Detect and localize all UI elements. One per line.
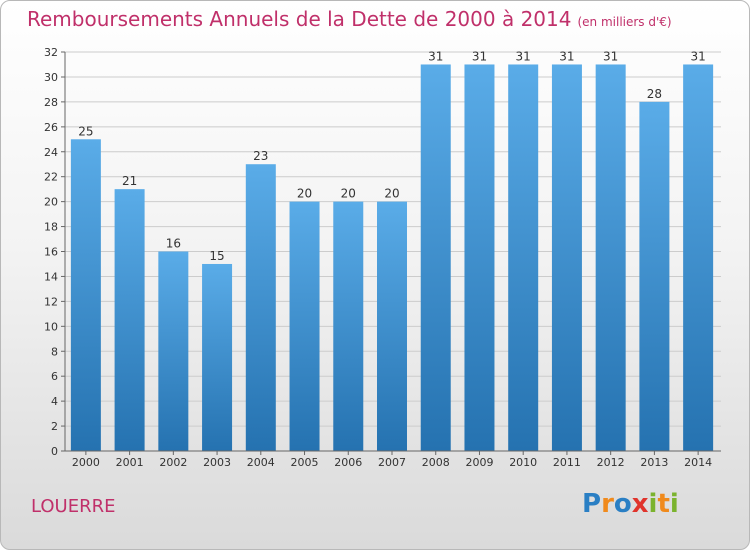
- y-tick-label: 18: [44, 221, 58, 234]
- y-tick-label: 2: [51, 420, 58, 433]
- x-tick-label: 2002: [159, 456, 187, 469]
- bar: [683, 64, 714, 451]
- bar: [158, 251, 189, 451]
- data-label: 31: [428, 49, 443, 63]
- bar: [377, 201, 407, 451]
- x-tick-label: 2004: [247, 456, 275, 469]
- y-tick-label: 32: [44, 46, 58, 59]
- bar: [289, 201, 320, 451]
- y-tick-label: 8: [51, 345, 58, 358]
- x-tick-label: 2009: [465, 456, 493, 469]
- logo-letter: o: [613, 489, 632, 519]
- bar: [464, 64, 495, 451]
- data-label: 25: [78, 124, 93, 138]
- x-tick-label: 2012: [597, 456, 625, 469]
- logo-letter: i: [669, 489, 679, 519]
- data-label: 21: [122, 174, 137, 188]
- chart-title: Remboursements Annuels de la Dette de 20…: [27, 7, 672, 31]
- y-tick-label: 14: [44, 270, 58, 283]
- y-tick-label: 12: [44, 295, 58, 308]
- x-tick-label: 2007: [378, 456, 406, 469]
- x-tick-label: 2003: [203, 456, 231, 469]
- data-label: 31: [690, 49, 705, 63]
- y-tick-label: 10: [44, 320, 58, 333]
- y-tick-label: 24: [44, 146, 58, 159]
- y-tick-label: 20: [44, 196, 58, 209]
- logo-letter: x: [631, 489, 649, 519]
- x-tick-label: 2008: [422, 456, 450, 469]
- x-tick-label: 2001: [116, 456, 144, 469]
- y-tick-label: 6: [51, 370, 58, 383]
- x-tick-label: 2005: [291, 456, 319, 469]
- bar: [202, 263, 233, 451]
- y-tick-label: 28: [44, 96, 58, 109]
- y-tick-label: 0: [51, 445, 58, 458]
- y-tick-label: 30: [44, 71, 58, 84]
- bar: [333, 201, 364, 451]
- bar: [639, 101, 670, 451]
- bar: [595, 64, 626, 451]
- y-tick-label: 16: [44, 246, 58, 259]
- x-tick-label: 2014: [684, 456, 712, 469]
- chart-title-text: Remboursements Annuels de la Dette de 20…: [27, 7, 572, 31]
- data-label: 15: [209, 249, 224, 263]
- logo-letter: t: [657, 489, 670, 519]
- data-label: 31: [603, 49, 618, 63]
- bar: [245, 164, 276, 451]
- x-tick-label: 2011: [553, 456, 581, 469]
- y-tick-label: 26: [44, 121, 58, 134]
- chart-unit: (en milliers d'€): [577, 15, 672, 29]
- data-label: 23: [253, 149, 268, 163]
- data-label: 31: [559, 49, 574, 63]
- bar: [114, 189, 145, 451]
- proxiti-logo: Proxiti: [582, 489, 679, 519]
- bar: [508, 64, 539, 451]
- logo-letter: i: [648, 489, 658, 519]
- logo-letter: r: [601, 489, 614, 519]
- data-label: 16: [166, 237, 181, 251]
- place-name: LOUERRE: [31, 496, 116, 517]
- data-label: 31: [472, 49, 487, 63]
- bar: [70, 139, 101, 451]
- x-tick-label: 2000: [72, 456, 100, 469]
- x-tick-label: 2006: [334, 456, 362, 469]
- data-label: 20: [384, 187, 399, 201]
- y-tick-label: 22: [44, 171, 58, 184]
- data-label: 31: [516, 49, 531, 63]
- x-tick-label: 2013: [640, 456, 668, 469]
- logo-letter: P: [582, 489, 602, 519]
- data-label: 20: [297, 187, 312, 201]
- bar: [420, 64, 451, 451]
- x-tick-label: 2010: [509, 456, 537, 469]
- data-label: 28: [647, 87, 662, 101]
- y-tick-label: 4: [51, 395, 58, 408]
- data-label: 20: [341, 187, 356, 201]
- bar: [551, 64, 582, 451]
